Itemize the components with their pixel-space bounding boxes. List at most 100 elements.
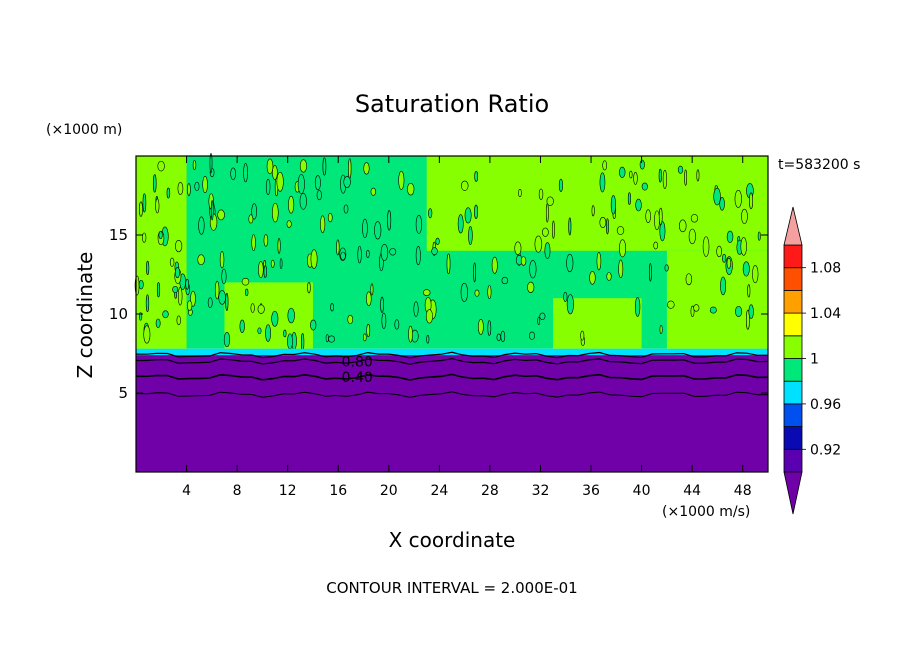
field-speckle: [435, 237, 440, 245]
field-speckle: [257, 304, 265, 314]
field-speckle: [174, 266, 180, 279]
field-speckle: [283, 329, 287, 338]
field-speckle: [370, 187, 377, 196]
field-speckle: [320, 215, 326, 233]
field-speckle: [726, 257, 732, 269]
field-speckle: [272, 165, 278, 180]
colorbar-swatch: [783, 289, 803, 314]
field-speckle: [257, 327, 262, 335]
field-speckle: [747, 284, 751, 298]
field-speckle: [202, 176, 208, 193]
contour-label-0: 0.80: [342, 354, 373, 370]
field-speckle: [310, 319, 317, 331]
field-speckle: [239, 319, 245, 334]
field-speckle: [287, 307, 295, 324]
x-unit-label: (×1000 m/s): [662, 504, 750, 520]
x-tick-label: 32: [532, 483, 550, 499]
field-speckle: [487, 320, 492, 336]
field-speckle: [357, 245, 362, 264]
field-speckle: [610, 195, 616, 215]
field-speckle: [662, 169, 668, 190]
field-speckle: [250, 303, 255, 313]
field-speckle: [545, 203, 549, 223]
field-speckle: [539, 312, 546, 320]
field-speckle: [139, 201, 143, 217]
field-speckle: [314, 175, 321, 191]
field-speckle: [209, 152, 213, 174]
field-speckle: [146, 260, 150, 276]
field-speckle: [194, 181, 200, 192]
field-speckle: [734, 190, 742, 208]
field-speckle: [175, 239, 183, 253]
colorbar-swatch: [783, 380, 803, 405]
field-speckle: [696, 169, 700, 182]
y-unit-label: (×1000 m): [46, 122, 122, 138]
field-speckle: [343, 204, 349, 214]
field-speckle: [266, 158, 274, 175]
field-speckle: [667, 300, 675, 309]
field-speckle: [658, 168, 662, 183]
field-speckle: [491, 256, 498, 274]
field-speckle: [217, 209, 225, 221]
field-speckle: [619, 166, 626, 178]
field-speckle: [380, 244, 389, 261]
field-speckle: [374, 221, 382, 240]
field-speckle: [537, 316, 541, 325]
field-speckle: [591, 205, 595, 217]
field-speckle: [679, 219, 687, 233]
x-tick-label: 48: [734, 483, 752, 499]
field-speckle: [460, 180, 469, 191]
field-speckle: [328, 335, 335, 343]
colorbar-swatch: [783, 358, 803, 382]
field-speckle: [568, 217, 572, 236]
field-speckle: [271, 310, 279, 327]
field-speckle: [348, 158, 352, 179]
field-speckle: [155, 318, 161, 328]
x-tick-label: 4: [182, 483, 191, 499]
colorbar-swatch: [783, 448, 803, 473]
colorbar-swatch: [783, 335, 803, 359]
field-speckle: [157, 160, 165, 172]
field-speckle: [596, 252, 602, 271]
field-speckle: [185, 278, 189, 290]
field-speckle: [143, 325, 151, 344]
field-speckle: [322, 157, 327, 176]
field-speckle: [263, 234, 269, 247]
field-speckle: [719, 197, 725, 211]
field-speckle: [389, 248, 397, 256]
field-speckle: [542, 227, 549, 237]
field-speckle: [330, 303, 334, 312]
field-speckle: [740, 237, 747, 256]
field-speckle: [685, 273, 693, 286]
field-speckle: [464, 207, 472, 224]
field-speckle: [566, 294, 574, 315]
field-speckle: [370, 283, 374, 296]
field-speckle: [477, 319, 484, 335]
field-speckle: [316, 190, 322, 201]
x-tick-label: 24: [430, 483, 448, 499]
field-speckle: [279, 258, 283, 270]
field-speckle: [529, 260, 537, 279]
field-speckle: [659, 325, 663, 334]
field-speckle: [748, 304, 754, 319]
field-speckle: [558, 178, 563, 192]
colorbar-swatch: [783, 403, 803, 427]
field-speckle: [241, 277, 250, 286]
field-speckle: [187, 183, 191, 196]
field-speckle: [366, 249, 370, 258]
field-speckle: [431, 247, 438, 256]
colorbar-label: 1: [810, 352, 819, 368]
field-speckle: [633, 171, 638, 185]
field-speckle: [415, 246, 421, 266]
field-speckle: [487, 285, 492, 299]
field-speckle: [757, 231, 761, 241]
colorbar-swatch: [783, 244, 803, 269]
field-speckle: [325, 334, 329, 343]
field-speckle: [300, 333, 305, 352]
field-speckle: [186, 300, 193, 311]
field-speckle: [606, 218, 609, 235]
field-speckle: [664, 264, 669, 272]
field-speckle: [155, 198, 160, 214]
field-speckle: [726, 230, 734, 243]
field-speckle: [172, 285, 179, 294]
